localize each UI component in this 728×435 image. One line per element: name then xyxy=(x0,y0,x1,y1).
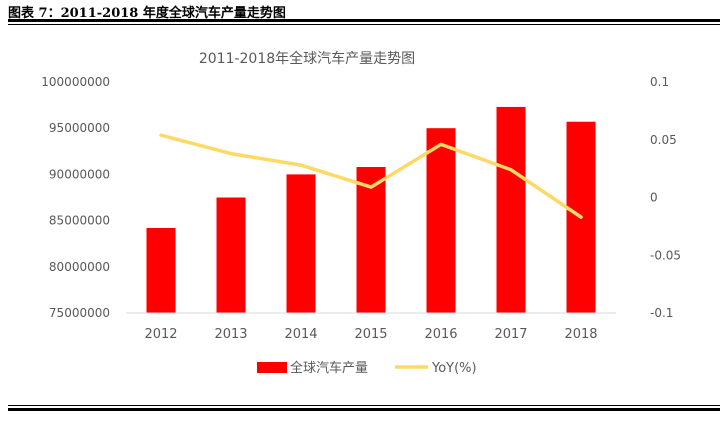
yoy-point-2015 xyxy=(369,185,373,189)
right-tick-label: -0.1 xyxy=(650,306,673,320)
x-tick-label: 2017 xyxy=(494,327,527,342)
right-tick-label: 0.05 xyxy=(650,133,677,147)
yoy-point-2017 xyxy=(509,168,513,172)
chart-title: 2011-2018年全球汽车产量走势图 xyxy=(199,50,415,67)
yoy-point-2014 xyxy=(299,163,303,167)
line-series xyxy=(159,133,583,219)
legend-bar-label: 全球汽车产量 xyxy=(290,360,368,376)
x-tick-label: 2014 xyxy=(284,327,317,342)
x-tick-label: 2016 xyxy=(424,327,457,342)
legend-bar-swatch xyxy=(257,362,287,373)
x-tick-label: 2012 xyxy=(144,327,177,342)
left-axis: 75000000 80000000 85000000 90000000 95000000… xyxy=(41,75,110,320)
yoy-point-2013 xyxy=(229,152,233,156)
bar-2013 xyxy=(216,197,246,313)
left-tick-label: 95000000 xyxy=(49,121,110,135)
bar-2012 xyxy=(146,227,176,313)
footer-rule-thick xyxy=(8,408,720,411)
caption-rule-thick xyxy=(8,19,720,22)
x-tick-label: 2018 xyxy=(564,327,597,342)
left-tick-label: 85000000 xyxy=(49,214,110,228)
legend-line-label: YoY(%) xyxy=(431,361,477,376)
bar-2015 xyxy=(356,167,386,313)
x-tick-label: 2013 xyxy=(214,327,247,342)
x-axis: 2012 2013 2014 2015 2016 2017 2018 xyxy=(144,327,597,342)
right-axis: -0.1 -0.05 0 0.05 0.1 xyxy=(650,75,681,320)
left-tick-label: 100000000 xyxy=(41,75,110,89)
left-tick-label: 90000000 xyxy=(49,167,110,181)
bar-2017 xyxy=(496,106,526,313)
yoy-point-2016 xyxy=(439,142,443,146)
yoy-point-2012 xyxy=(159,133,163,137)
bar-2014 xyxy=(286,174,316,313)
bar-series xyxy=(146,106,596,314)
legend: 全球汽车产量 YoY(%) xyxy=(257,360,477,376)
bar-2016 xyxy=(426,128,456,313)
yoy-point-2018 xyxy=(579,215,583,219)
x-tick-label: 2015 xyxy=(354,327,387,342)
figure-caption: 图表 7：2011-2018 年度全球汽车产量走势图 xyxy=(8,6,286,21)
caption-rule-thin xyxy=(8,24,720,25)
right-tick-label: -0.05 xyxy=(650,248,681,262)
left-tick-label: 75000000 xyxy=(49,306,110,320)
right-tick-label: 0.1 xyxy=(650,75,669,89)
footer-rule-thin xyxy=(8,405,720,406)
right-tick-label: 0 xyxy=(650,191,658,205)
left-tick-label: 80000000 xyxy=(49,260,110,274)
